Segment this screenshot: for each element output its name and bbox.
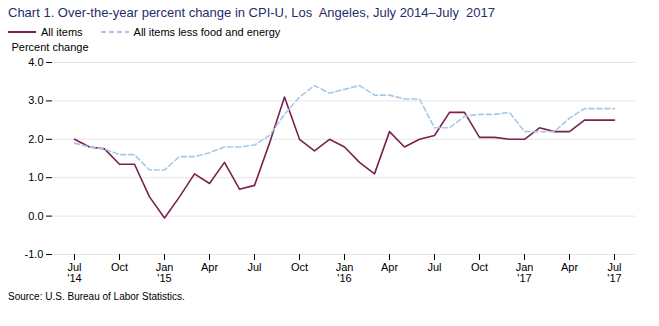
- svg-text:Jan'15: Jan'15: [156, 261, 174, 284]
- html-text:Chart 1. Over-the-year percent: Chart 1. Over-the-year percent change in…: [8, 5, 495, 20]
- svg-text:Jul: Jul: [247, 261, 261, 273]
- svg-text:Jul'17: Jul'17: [607, 261, 621, 284]
- svg-text:Percent change: Percent change: [12, 41, 89, 53]
- svg-text:Apr: Apr: [201, 261, 218, 273]
- svg-text:Jan'17: Jan'17: [516, 261, 534, 284]
- svg-text:1.0: 1.0: [28, 171, 43, 183]
- svg-text:4.0: 4.0: [28, 56, 43, 68]
- svg-text:Apr: Apr: [381, 261, 398, 273]
- svg-text:Oct: Oct: [291, 261, 308, 273]
- html-text:All items: All items: [41, 26, 83, 38]
- svg-text:Oct: Oct: [111, 261, 128, 273]
- html-text:Source: U.S. Bureau of Labor S: Source: U.S. Bureau of Labor Statistics.: [8, 291, 185, 302]
- svg-text:Oct: Oct: [471, 261, 488, 273]
- svg-text:0.0: 0.0: [28, 210, 43, 222]
- svg-text:Jul: Jul: [427, 261, 441, 273]
- svg-text:Jan'16: Jan'16: [336, 261, 354, 284]
- svg-text:3.0: 3.0: [28, 94, 43, 106]
- svg-text:Apr: Apr: [561, 261, 578, 273]
- svg-text:Jul'14: Jul'14: [67, 261, 81, 284]
- svg-text:-1.0: -1.0: [25, 248, 44, 260]
- html-text:All items less food and energy: All items less food and energy: [133, 26, 281, 38]
- svg-text:2.0: 2.0: [28, 133, 43, 145]
